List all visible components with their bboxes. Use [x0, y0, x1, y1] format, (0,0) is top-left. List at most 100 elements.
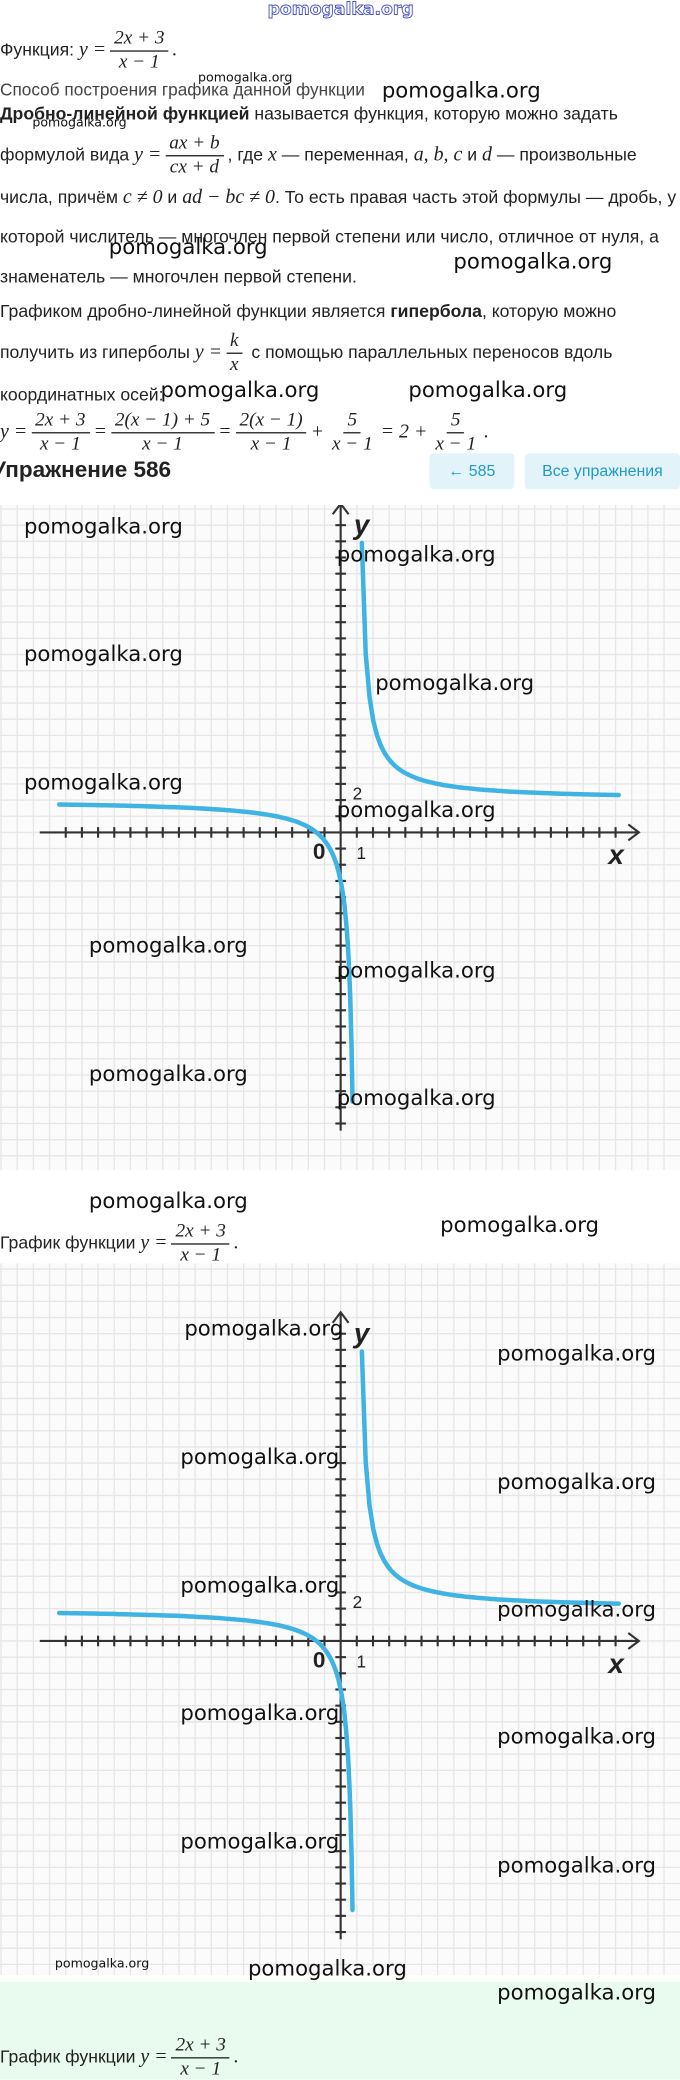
math: . — [172, 39, 178, 61]
denominator: x − 1 — [250, 433, 292, 455]
denominator: x − 1 — [118, 51, 160, 73]
watermark: pomogalka.org — [180, 1699, 340, 1726]
watermark: pomogalka.org — [88, 1188, 248, 1214]
fraction: ax + b cx + d — [165, 133, 224, 177]
math: y = — [140, 1232, 168, 1254]
origin-label: 0 — [313, 839, 326, 864]
x-unit-label: 1 — [357, 1651, 367, 1671]
watermark: pomogalka.org — [32, 115, 127, 131]
numerator: 2x + 3 — [171, 1221, 230, 1245]
text: — произвольные числа, причём — [0, 143, 637, 207]
watermark: pomogalka.org — [54, 1957, 150, 1972]
watermark: pomogalka.org — [336, 797, 496, 823]
math: . — [233, 1232, 239, 1254]
watermark: pomogalka.org — [453, 248, 613, 274]
y-axis-label: y — [352, 1318, 371, 1349]
watermark: pomogalka.org — [381, 77, 541, 103]
curve — [359, 1349, 621, 1606]
watermark: pomogalka.org — [88, 932, 248, 958]
numerator: k — [226, 330, 243, 354]
math: y = — [194, 341, 223, 363]
math: = — [218, 421, 232, 443]
text: Графиком дробно-линейной функции являетс… — [0, 300, 391, 321]
graph: y x 0 1 2 — [0, 1263, 680, 1975]
text: и — [462, 143, 482, 164]
math: ad − bc ≠ 0 — [182, 186, 275, 208]
x-arrow — [627, 823, 641, 842]
x-arrow — [627, 1632, 641, 1650]
watermark: pomogalka.org — [180, 1444, 340, 1470]
y-unit-label: 2 — [353, 1592, 363, 1612]
math: y = — [134, 143, 162, 166]
text: и — [162, 186, 183, 207]
math: + — [310, 421, 325, 443]
bold-text: гипербола — [390, 300, 482, 321]
math: = — [93, 421, 107, 443]
text: — переменная, — [276, 143, 414, 164]
denominator: x − 1 — [435, 433, 477, 455]
y-axis-label: y — [352, 509, 371, 540]
text: График функции — [0, 1232, 141, 1253]
fraction: 2(x − 1) x − 1 — [235, 410, 307, 455]
watermark: pomogalka.org — [184, 1315, 344, 1341]
math: = 2 + — [380, 421, 428, 443]
watermark: pomogalka.org — [160, 377, 320, 403]
bold-text: Дробно-линейной функцией — [0, 103, 250, 124]
x-unit-label: 1 — [357, 843, 367, 863]
math: a, b, c — [413, 143, 463, 166]
watermark: pomogalka.org — [497, 1723, 657, 1749]
math: d — [481, 143, 492, 166]
watermark: pomogalka.org — [180, 1828, 340, 1854]
numerator: 2x + 3 — [110, 28, 169, 52]
watermark: pomogalka.org — [336, 957, 496, 983]
math: . — [233, 2046, 239, 2068]
footer-area — [0, 1981, 680, 2080]
watermark: pomogalka.org — [247, 1955, 407, 1981]
y-arrow — [331, 505, 350, 515]
denominator: x − 1 — [180, 2058, 222, 2080]
watermark: pomogalka.org — [497, 1469, 657, 1495]
origin-label: 0 — [313, 1647, 326, 1672]
denominator: cx + d — [169, 155, 220, 177]
text: График функции — [0, 2046, 141, 2067]
math: . — [484, 421, 490, 443]
numerator: 2x + 3 — [171, 2035, 230, 2059]
watermark: pomogalka.org — [440, 1212, 600, 1238]
prev-button[interactable]: ← 585 — [429, 453, 515, 490]
numerator: ax + b — [165, 133, 224, 156]
all-exercises-button[interactable]: Все упражнения — [524, 453, 680, 490]
y-unit-label: 2 — [353, 783, 363, 803]
denominator: x — [230, 353, 239, 375]
curve — [56, 802, 355, 1104]
method-title: Способ построения графика данной функции — [0, 79, 365, 100]
watermark: pomogalka.org — [108, 233, 268, 260]
watermark: pomogalka.org — [336, 1084, 496, 1111]
text: называется функция, которую можно задать… — [0, 103, 618, 164]
numerator: 2(x − 1) — [235, 410, 307, 434]
watermark: pomogalka.org — [336, 541, 496, 567]
text: . То есть правая часть этой формулы — др… — [0, 186, 677, 286]
denominator: x − 1 — [180, 1244, 222, 1266]
numerator: 5 — [446, 410, 465, 434]
text: Функция: — [0, 39, 79, 60]
x-axis-label: x — [606, 1648, 625, 1679]
y-arrow — [331, 1310, 350, 1324]
watermark: pomogalka.org — [180, 1572, 340, 1598]
math: c ≠ 0 — [122, 186, 163, 208]
numerator: 5 — [343, 410, 362, 434]
numerator: 2x + 3 — [31, 410, 90, 434]
watermark: pomogalka.org — [198, 70, 293, 86]
watermark: pomogalka.org — [375, 670, 535, 696]
denominator: x − 1 — [331, 433, 373, 455]
